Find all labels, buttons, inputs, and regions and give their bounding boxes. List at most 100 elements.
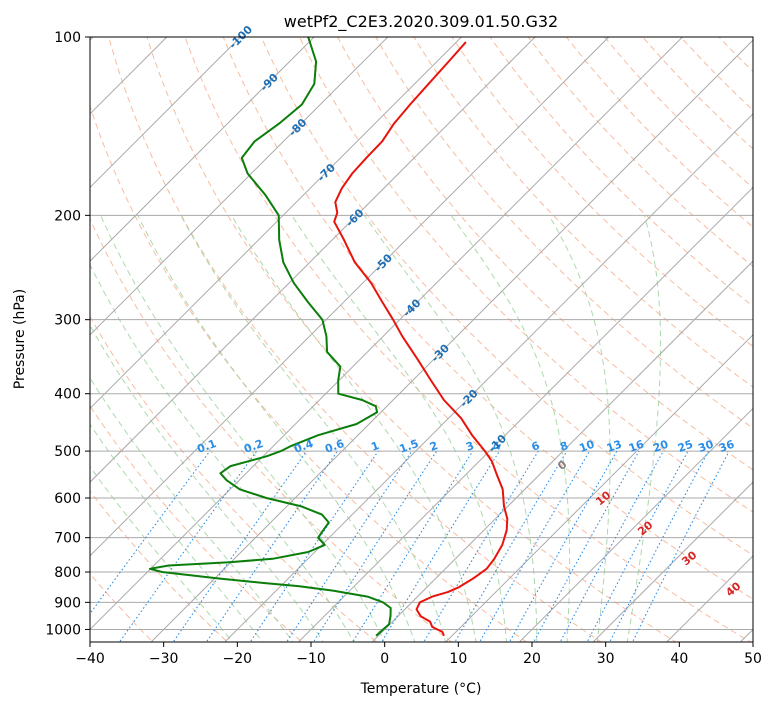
y-tick-label: 600: [54, 491, 81, 507]
dry-adiabat-line: [90, 405, 303, 642]
moist-adiabat-line: [291, 215, 508, 642]
moist-adiabat-line: [548, 215, 611, 642]
dry-adiabat-line: [337, 37, 753, 471]
mixing-ratio-label: 2: [428, 439, 440, 454]
isotherm-line: [150, 39, 753, 642]
mixing-ratio-label: 3: [464, 439, 476, 454]
x-tick-label: −20: [223, 651, 253, 667]
isotherm-line: [592, 481, 753, 642]
isotherm-line: [90, 37, 168, 115]
y-tick-label: 900: [54, 595, 81, 611]
isotherm-line: [666, 555, 753, 642]
isotherm-label: -60: [343, 206, 366, 229]
plot-frame: [89, 36, 754, 643]
mixing-ratio-label: 25: [676, 438, 695, 455]
mixing-ratio-label: 1.5: [398, 437, 421, 456]
mixing-ratio-label: 0.2: [242, 437, 265, 456]
x-tick-label: 10: [449, 651, 467, 667]
mixing-ratio-label: 0.6: [323, 437, 346, 456]
dry-adiabat-line: [413, 37, 753, 388]
x-tick-label: 20: [523, 651, 541, 667]
x-tick-label: 0: [380, 651, 389, 667]
isotherm-label: -50: [372, 251, 395, 274]
y-tick-label: 800: [54, 565, 81, 581]
isotherm-line: [90, 37, 389, 336]
mixing-ratio-label: 20: [651, 438, 670, 456]
moist-adiabat-line: [90, 376, 294, 642]
plot-line-labels: 0.1 0.2 0.4 0.6 1 1.5 2 3 4 6 8 10 13 16 20 25 30 36-100-…: [195, 23, 743, 600]
axes: −40 −30 −20 −10 0 10 20 30 40 5010020030040050060…: [45, 30, 762, 667]
chart-title: wetPf2_C2E3.2020.309.01.50.G32: [284, 12, 558, 32]
plot-background-lines: [90, 37, 753, 642]
isotherm-line: [90, 37, 463, 410]
isotherm-line: [90, 37, 315, 262]
y-tick-label: 100: [54, 30, 81, 46]
mixing-ratio-line: [286, 450, 413, 642]
mixing-ratio-line: [90, 450, 211, 615]
y-tick-label: 1000: [45, 622, 81, 638]
mixing-ratio-label: 36: [717, 438, 736, 456]
mixing-ratio-line: [352, 450, 474, 642]
mixing-ratio-label: 30: [696, 438, 715, 456]
mixing-ratio-line: [508, 450, 618, 642]
moist-adiabat-line: [100, 215, 385, 642]
dry-adiabat-line: [527, 37, 753, 268]
moist-adiabat-label: 20: [635, 518, 655, 538]
dry-adiabat-line: [90, 315, 378, 642]
isotherm-label: -40: [400, 296, 423, 319]
mixing-ratio-label: 1: [369, 439, 381, 454]
mixing-ratio-line: [172, 450, 308, 642]
mixing-ratio-label: 0.1: [195, 437, 218, 456]
dry-adiabat-line: [146, 37, 677, 642]
isotherm-label: -20: [457, 387, 480, 410]
y-tick-label: 500: [54, 444, 81, 460]
dry-adiabat-line: [489, 37, 753, 307]
mixing-ratio-line: [609, 450, 709, 642]
dry-adiabat-line: [375, 37, 753, 429]
y-tick-label: 400: [54, 387, 81, 403]
moist-adiabat-line: [363, 215, 538, 642]
mixing-ratio-label: 6: [530, 439, 542, 454]
dry-adiabat-line: [451, 37, 753, 348]
mixing-ratio-label: 0.4: [292, 437, 315, 456]
mixing-ratio-line: [479, 450, 591, 642]
plot-series: [148, 37, 509, 637]
x-tick-label: 40: [670, 651, 688, 667]
mixing-ratio-label: 16: [627, 438, 646, 456]
mixing-ratio-line: [559, 450, 664, 642]
isotherm-line: [518, 407, 753, 642]
mixing-ratio-line: [454, 450, 568, 642]
moist-adiabat-label: 30: [679, 548, 699, 568]
dry-adiabat-line: [184, 37, 752, 642]
moist-adiabat-line: [90, 263, 355, 642]
moist-adiabat-label: 0: [555, 458, 569, 473]
mixing-ratio-line: [586, 450, 689, 642]
x-axis-title: Temperature (°C): [360, 681, 482, 697]
y-axis-title: Pressure (hPa): [12, 289, 28, 389]
isotherm-line: [90, 37, 610, 557]
isotherm-label: -90: [258, 71, 281, 94]
isotherm-line: [90, 37, 242, 189]
moist-adiabat-line: [626, 215, 662, 642]
moist-adiabat-line: [90, 423, 264, 642]
temperature-profile-line: [333, 41, 509, 637]
mixing-ratio-line: [631, 450, 730, 642]
y-tick-label: 300: [54, 313, 81, 329]
isotherm-line: [297, 186, 753, 642]
y-tick-label: 200: [54, 208, 81, 224]
dry-adiabat-line: [108, 37, 602, 642]
dry-adiabat-line: [90, 104, 528, 642]
x-tick-label: −40: [75, 651, 105, 667]
y-tick-label: 700: [54, 531, 81, 547]
dry-adiabat-line: [298, 37, 753, 513]
mixing-ratio-label: 4: [491, 439, 503, 454]
dry-adiabat-line: [222, 37, 753, 600]
x-tick-label: −10: [296, 651, 326, 667]
mixing-ratio-label: 8: [558, 439, 570, 454]
mixing-ratio-label: 13: [605, 438, 624, 455]
dry-adiabat-line: [90, 217, 453, 642]
moist-adiabat-line: [180, 215, 447, 642]
mixing-ratio-line: [205, 450, 338, 642]
x-tick-label: 30: [597, 651, 615, 667]
